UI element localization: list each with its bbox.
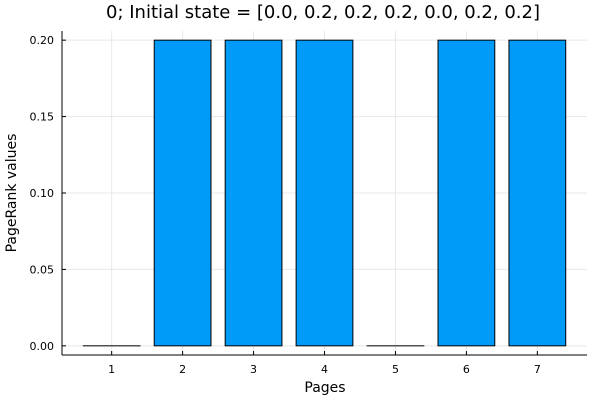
y-tick-label: 0.05 bbox=[30, 263, 55, 276]
bar bbox=[153, 39, 212, 347]
x-tick-label: 6 bbox=[463, 363, 470, 376]
y-tick-label: 0.10 bbox=[30, 187, 55, 200]
x-tick-label: 7 bbox=[534, 363, 541, 376]
axes-layer: 1 2 3 4 5 6 7 0.00 0.05 0.10 0.15 0.20 bbox=[30, 31, 587, 376]
y-tick-label: 0.15 bbox=[30, 111, 55, 124]
x-axis-label: Pages bbox=[304, 380, 345, 396]
bar bbox=[295, 39, 354, 347]
x-tick-label: 1 bbox=[108, 363, 115, 376]
y-axis-label: PageRank values bbox=[4, 134, 20, 253]
y-tick-label: 0.20 bbox=[30, 34, 55, 47]
x-tick-label: 5 bbox=[392, 363, 399, 376]
bar bbox=[508, 39, 567, 347]
x-tick-label: 3 bbox=[250, 363, 257, 376]
bars-layer bbox=[82, 39, 567, 347]
bar bbox=[437, 39, 496, 347]
chart-title: 0; Initial state = [0.0, 0.2, 0.2, 0.2, … bbox=[106, 2, 540, 23]
bar bbox=[224, 39, 283, 347]
x-tick-label: 4 bbox=[321, 363, 328, 376]
y-tick-label: 0.00 bbox=[30, 340, 55, 353]
x-tick-label: 2 bbox=[179, 363, 186, 376]
